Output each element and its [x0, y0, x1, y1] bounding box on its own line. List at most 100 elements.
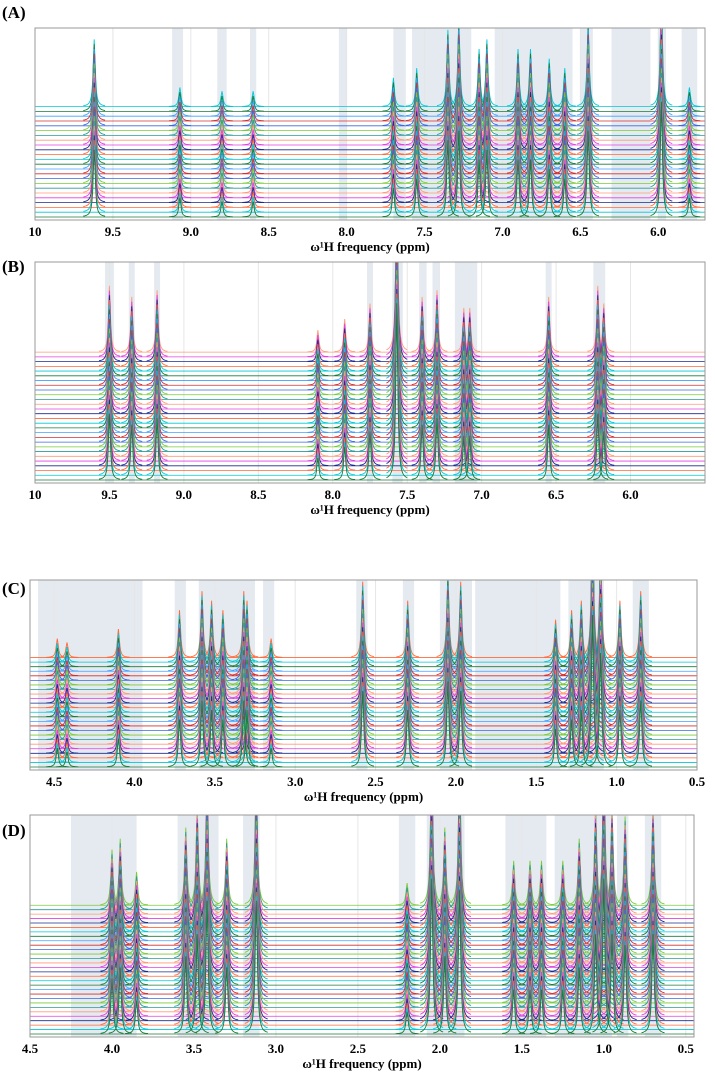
peak — [584, 885, 608, 985]
peak — [395, 985, 419, 1008]
peak — [125, 889, 149, 924]
peak — [396, 705, 419, 763]
peak — [386, 262, 408, 351]
peak — [577, 111, 600, 198]
peak — [211, 187, 233, 203]
peak — [211, 110, 233, 127]
peak — [650, 48, 673, 164]
peak — [259, 670, 283, 690]
x-tick-label: 2.0 — [448, 774, 464, 789]
peak — [405, 125, 428, 165]
peak — [107, 679, 130, 708]
peak — [436, 96, 459, 174]
peak — [125, 898, 149, 932]
panel-label: (D) — [2, 821, 26, 840]
peak — [678, 188, 701, 208]
peak — [168, 96, 191, 117]
peak — [426, 365, 448, 428]
peak — [449, 663, 473, 740]
peak — [468, 130, 491, 188]
peak — [307, 429, 329, 452]
peak — [386, 279, 408, 455]
peak — [307, 419, 329, 443]
peak — [98, 285, 121, 352]
peak — [83, 96, 106, 164]
peak — [211, 143, 233, 160]
peak — [107, 715, 130, 745]
peak — [242, 158, 264, 175]
peak — [235, 709, 259, 767]
peak — [519, 87, 542, 145]
peak — [259, 652, 283, 672]
peak — [382, 178, 405, 208]
peak — [577, 34, 600, 121]
peak — [436, 603, 460, 689]
peak — [351, 590, 375, 667]
peak — [168, 619, 191, 667]
peak — [307, 353, 329, 376]
peak — [98, 404, 121, 471]
peak — [587, 408, 609, 475]
peak — [405, 144, 428, 184]
peak — [359, 331, 381, 381]
peak — [108, 967, 132, 1034]
peak — [589, 607, 612, 721]
peak — [426, 389, 448, 452]
peak — [146, 342, 168, 404]
peak — [107, 647, 130, 676]
peak — [307, 382, 329, 405]
peak — [553, 96, 576, 136]
peak — [244, 838, 268, 971]
peak — [459, 435, 481, 480]
peak — [359, 383, 381, 433]
peak — [613, 896, 637, 985]
peak — [589, 580, 612, 680]
peak — [447, 815, 472, 953]
peak — [650, 63, 673, 178]
peak — [405, 111, 428, 150]
peak — [426, 347, 448, 409]
peak — [107, 697, 130, 727]
peak — [426, 323, 448, 385]
peak — [577, 63, 600, 150]
peak — [98, 290, 120, 357]
peak — [518, 989, 542, 1034]
peak — [447, 827, 472, 971]
peak — [244, 815, 268, 944]
peak — [242, 105, 264, 122]
peak — [538, 135, 561, 184]
peak — [146, 328, 168, 390]
peak — [589, 580, 612, 689]
peak — [259, 720, 283, 740]
peak — [232, 632, 256, 699]
peak — [447, 863, 472, 1006]
peak — [600, 916, 624, 1016]
peak — [519, 77, 542, 136]
peak — [678, 178, 701, 199]
peak — [146, 399, 168, 461]
peak — [211, 172, 233, 189]
peak — [650, 53, 673, 168]
peak — [359, 341, 381, 390]
peak — [125, 920, 149, 955]
peak — [244, 816, 268, 949]
peak — [386, 262, 408, 370]
peak — [242, 115, 264, 131]
peak — [678, 116, 701, 136]
peak — [629, 663, 653, 731]
peak — [475, 135, 498, 203]
peak — [215, 874, 239, 941]
peak — [307, 363, 329, 386]
peak — [608, 623, 632, 681]
peak — [613, 816, 637, 905]
peak — [121, 386, 143, 442]
peak — [447, 815, 472, 944]
peak — [121, 363, 143, 419]
peak — [232, 668, 256, 735]
peak — [395, 909, 419, 933]
peak — [506, 135, 530, 193]
peak — [98, 309, 121, 376]
peak — [449, 640, 473, 717]
peak — [608, 618, 632, 676]
peak — [569, 705, 593, 763]
